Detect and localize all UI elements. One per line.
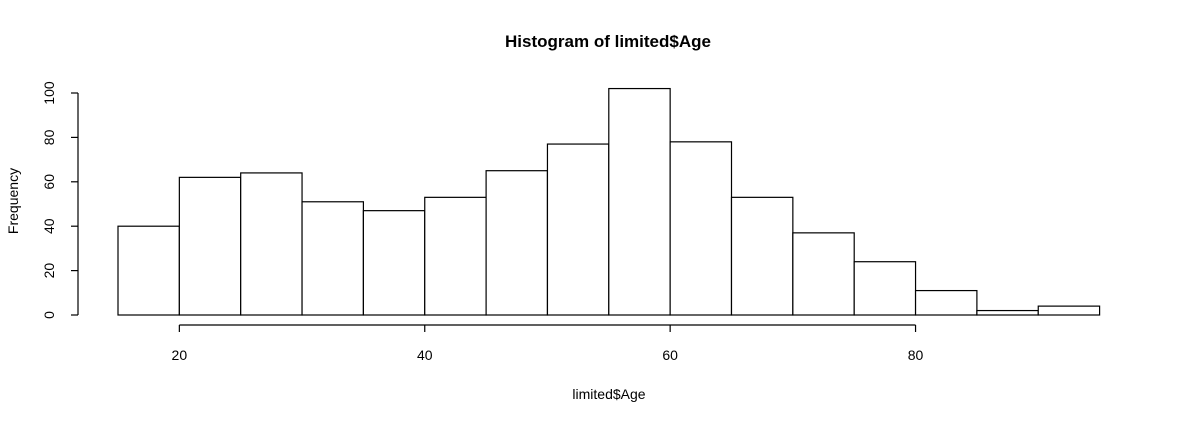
histogram-bar: [1037, 305, 1101, 316]
histogram-bar: [485, 170, 549, 316]
chart-title: Histogram of limited$Age: [505, 32, 711, 51]
x-axis: 20 40 60 80: [172, 324, 924, 363]
x-tick-label: 20: [172, 347, 188, 363]
histogram-bar: [424, 196, 487, 316]
histogram-bar: [853, 261, 917, 316]
histogram-bar: [669, 141, 733, 316]
histogram-bar: [608, 87, 671, 316]
y-tick-label: 40: [41, 218, 57, 234]
y-tick-label: 80: [41, 129, 57, 145]
x-tick-label: 40: [417, 347, 433, 363]
histogram-bar: [240, 172, 303, 316]
histogram-bar: [976, 309, 1039, 316]
y-axis: 0 20 40 60 80 100: [41, 81, 79, 319]
x-axis-label: limited$Age: [572, 386, 645, 402]
histogram-bar: [546, 143, 610, 316]
histogram-bar: [117, 225, 180, 316]
histogram-bar: [792, 232, 855, 316]
y-tick-label: 60: [41, 174, 57, 190]
histogram-bar: [914, 289, 978, 316]
y-tick-label: 0: [41, 311, 57, 319]
x-tick-label: 60: [662, 347, 678, 363]
histogram-bar: [362, 210, 426, 316]
y-axis-label: Frequency: [5, 168, 21, 234]
y-tick-label: 100: [41, 81, 57, 105]
histogram-bars: [117, 87, 1101, 316]
histogram-bar: [178, 176, 242, 316]
y-tick-label: 20: [41, 263, 57, 279]
x-tick-label: 80: [908, 347, 924, 363]
histogram-bar: [730, 196, 794, 316]
histogram-bar: [301, 201, 364, 316]
